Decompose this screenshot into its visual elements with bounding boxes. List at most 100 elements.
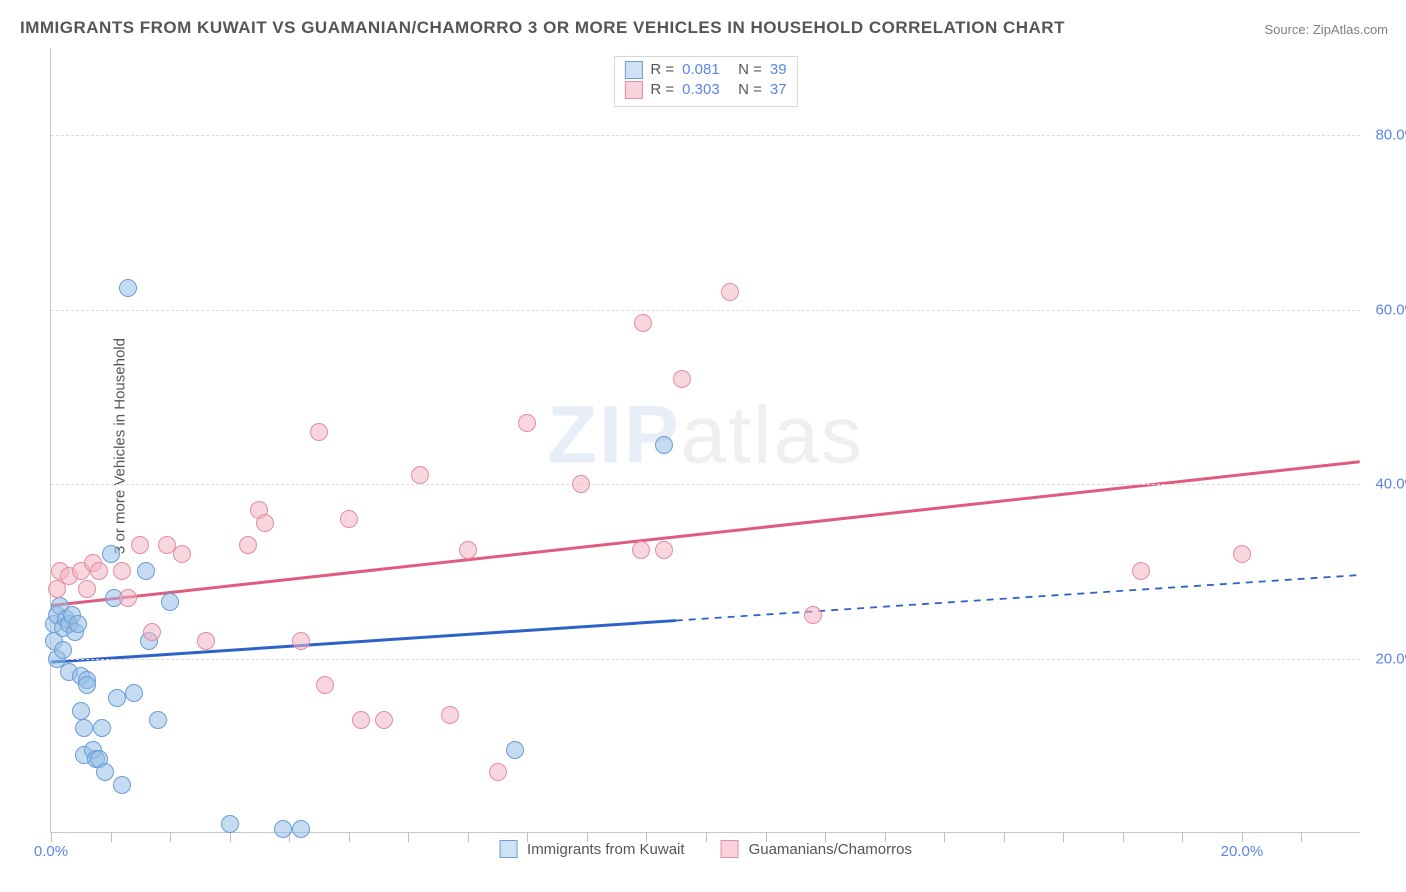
- data-point: [441, 706, 459, 724]
- x-minor-tick: [885, 832, 886, 842]
- data-point: [119, 279, 137, 297]
- data-point: [173, 545, 191, 563]
- legend-n-value: 39: [770, 60, 787, 80]
- gridline-h: [51, 659, 1360, 660]
- x-minor-tick: [646, 832, 647, 842]
- legend-item: Immigrants from Kuwait: [499, 840, 685, 858]
- data-point: [113, 562, 131, 580]
- data-point: [69, 615, 87, 633]
- y-tick-label: 40.0%: [1362, 476, 1406, 493]
- y-tick-label: 80.0%: [1362, 127, 1406, 144]
- x-minor-tick: [1182, 832, 1183, 842]
- data-point: [131, 536, 149, 554]
- legend-n-label: N =: [738, 60, 762, 80]
- data-point: [274, 820, 292, 838]
- legend-r-label: R =: [650, 80, 674, 100]
- x-minor-tick: [408, 832, 409, 842]
- data-point: [239, 536, 257, 554]
- x-minor-tick: [51, 832, 52, 842]
- legend-n-value: 37: [770, 80, 787, 100]
- source-label: Source: ZipAtlas.com: [1264, 22, 1388, 37]
- legend-swatch: [624, 61, 642, 79]
- watermark-zip: ZIP: [547, 389, 681, 480]
- data-point: [489, 763, 507, 781]
- x-minor-tick: [706, 832, 707, 842]
- data-point: [137, 562, 155, 580]
- data-point: [102, 545, 120, 563]
- x-minor-tick: [1004, 832, 1005, 842]
- legend-row: R = 0.303 N = 37: [624, 80, 786, 100]
- data-point: [634, 314, 652, 332]
- y-tick-label: 20.0%: [1362, 650, 1406, 667]
- data-point: [1233, 545, 1251, 563]
- legend-swatch: [499, 840, 517, 858]
- data-point: [125, 684, 143, 702]
- legend-series-label: Immigrants from Kuwait: [527, 841, 685, 858]
- data-point: [375, 711, 393, 729]
- data-point: [316, 676, 334, 694]
- data-point: [655, 541, 673, 559]
- data-point: [161, 593, 179, 611]
- data-point: [221, 815, 239, 833]
- data-point: [673, 370, 691, 388]
- data-point: [721, 283, 739, 301]
- data-point: [518, 414, 536, 432]
- x-minor-tick: [766, 832, 767, 842]
- legend-r-value: 0.081: [682, 60, 730, 80]
- y-tick-label: 60.0%: [1362, 301, 1406, 318]
- x-tick-label: 20.0%: [1221, 843, 1264, 860]
- data-point: [72, 702, 90, 720]
- data-point: [75, 719, 93, 737]
- data-point: [411, 466, 429, 484]
- data-point: [292, 820, 310, 838]
- x-minor-tick: [587, 832, 588, 842]
- x-minor-tick: [527, 832, 528, 842]
- x-minor-tick: [1242, 832, 1243, 842]
- legend-r-value: 0.303: [682, 80, 730, 100]
- data-point: [113, 776, 131, 794]
- x-tick-label: 0.0%: [34, 843, 68, 860]
- data-point: [310, 423, 328, 441]
- legend-r-label: R =: [650, 60, 674, 80]
- x-minor-tick: [944, 832, 945, 842]
- gridline-h: [51, 484, 1360, 485]
- data-point: [96, 763, 114, 781]
- data-point: [108, 689, 126, 707]
- data-point: [1132, 562, 1150, 580]
- data-point: [119, 589, 137, 607]
- data-point: [340, 510, 358, 528]
- data-point: [256, 514, 274, 532]
- trendlines-svg: [51, 48, 1360, 832]
- x-minor-tick: [170, 832, 171, 842]
- chart-title: IMMIGRANTS FROM KUWAIT VS GUAMANIAN/CHAM…: [20, 18, 1065, 38]
- x-minor-tick: [349, 832, 350, 842]
- data-point: [78, 580, 96, 598]
- gridline-h: [51, 310, 1360, 311]
- data-point: [292, 632, 310, 650]
- data-point: [78, 676, 96, 694]
- data-point: [804, 606, 822, 624]
- data-point: [632, 541, 650, 559]
- legend-n-label: N =: [738, 80, 762, 100]
- watermark: ZIPatlas: [547, 388, 864, 482]
- series-legend: Immigrants from Kuwait Guamanians/Chamorr…: [499, 840, 912, 858]
- legend-swatch: [624, 81, 642, 99]
- trendline-dashed: [676, 575, 1360, 621]
- data-point: [143, 623, 161, 641]
- data-point: [93, 719, 111, 737]
- legend-row: R = 0.081 N = 39: [624, 60, 786, 80]
- legend-series-label: Guamanians/Chamorros: [749, 841, 912, 858]
- x-minor-tick: [111, 832, 112, 842]
- x-minor-tick: [1123, 832, 1124, 842]
- data-point: [655, 436, 673, 454]
- legend-swatch: [721, 840, 739, 858]
- x-minor-tick: [230, 832, 231, 842]
- data-point: [459, 541, 477, 559]
- data-point: [149, 711, 167, 729]
- data-point: [506, 741, 524, 759]
- x-minor-tick: [1301, 832, 1302, 842]
- data-point: [90, 562, 108, 580]
- plot-area: ZIPatlas R =0.081N =39R =0.303N =37 Immi…: [50, 48, 1360, 833]
- gridline-h: [51, 135, 1360, 136]
- x-minor-tick: [1063, 832, 1064, 842]
